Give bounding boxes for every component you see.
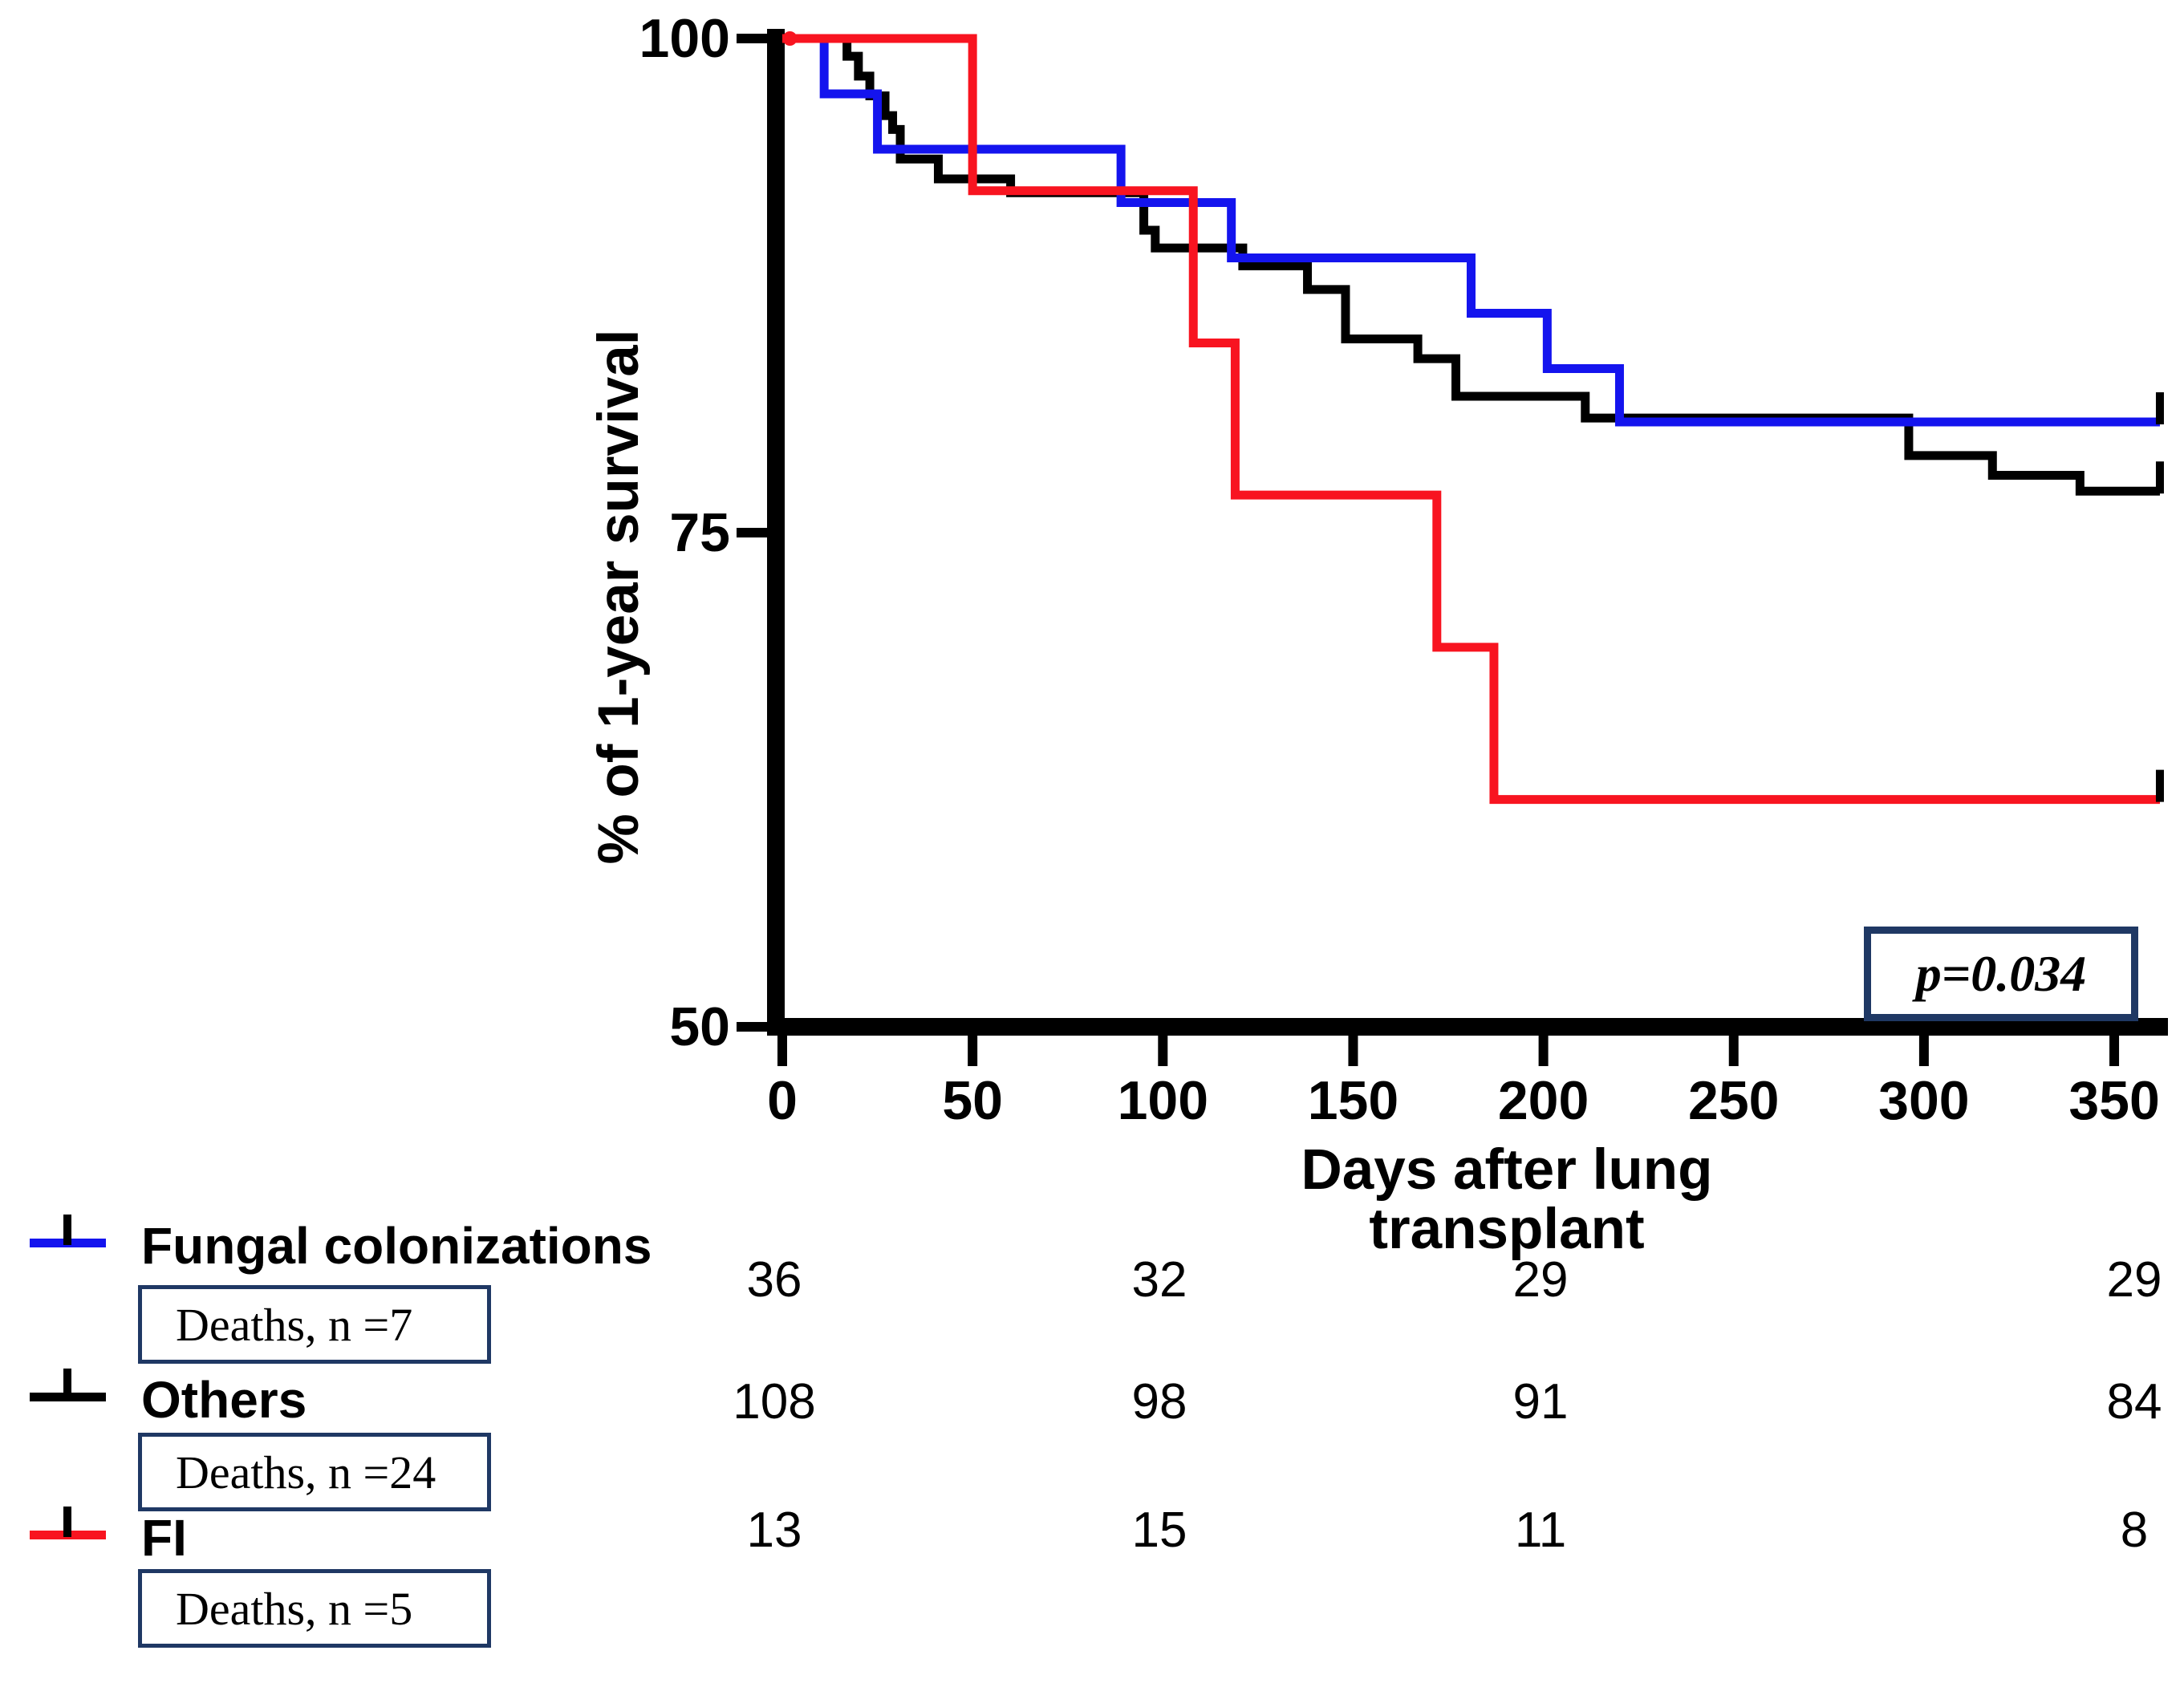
x-tick-label: 350 [2068,1070,2160,1131]
at-risk-value: 32 [1131,1252,1187,1308]
p-value-box: p=0.034 [1866,929,2136,1019]
y-tick [737,34,767,43]
at-risk-value: 13 [746,1503,802,1558]
x-tick-label: 300 [1878,1070,1970,1131]
censor-tick-icon [63,1507,71,1537]
y-tick [737,1022,767,1032]
deaths-label-others: Deaths, n =24 [176,1446,436,1498]
at-risk-value: 29 [1512,1252,1569,1308]
x-tick [2109,1036,2120,1066]
curve-end-tick-icon [2155,769,2164,802]
x-tick [968,1036,978,1066]
y-tick-label: 75 [669,502,730,563]
at-risk-value: 84 [2106,1374,2162,1430]
at-risk-value: 98 [1131,1374,1187,1430]
x-tick-label: 100 [1117,1070,1209,1131]
curve-end-tick-icon [2155,461,2164,494]
y-tick [737,528,767,537]
legend-label-fungal: Fungal colonizations [141,1217,652,1275]
legend-label-fi: FI [141,1509,187,1567]
censor-tick-icon [63,1215,71,1245]
y-tick-label: 100 [639,8,730,69]
at-risk-value: 108 [733,1374,816,1430]
x-tick-label: 0 [767,1070,798,1131]
at-risk-value: 11 [1514,1503,1567,1558]
curve-fungal-colonizations [782,34,2160,427]
curve-fi [782,34,2160,805]
x-tick-label: 250 [1688,1070,1780,1131]
at-risk-value: 91 [1512,1374,1569,1430]
y-axis-line [767,29,785,1036]
deaths-box-fi: Deaths, n =5 [138,1569,491,1648]
at-risk-value: 8 [2120,1503,2149,1558]
y-axis-title: % of 1-year survival [587,329,651,865]
x-tick [1918,1036,1929,1066]
at-risk-value: 36 [746,1252,802,1308]
x-tick [1538,1036,1549,1066]
red-curve-origin-dot [782,31,798,46]
x-tick [777,1036,787,1066]
censor-tick-icon [63,1369,71,1399]
p-value-text: p=0.034 [1915,945,2087,1002]
x-tick-label: 50 [942,1070,1003,1131]
y-tick-label: 50 [669,996,730,1057]
x-axis-line [767,1018,2168,1036]
legend-label-others: Others [141,1371,307,1429]
x-tick [1348,1036,1358,1066]
deaths-label-fi: Deaths, n =5 [176,1582,413,1635]
x-tick-label: 150 [1307,1070,1399,1131]
deaths-label-fungal: Deaths, n =7 [176,1298,413,1351]
x-tick [1728,1036,1739,1066]
x-tick [1158,1036,1168,1066]
deaths-box-fungal: Deaths, n =7 [138,1285,491,1364]
x-axis-title: Days after lung transplant [1301,1138,1713,1261]
x-tick-label: 200 [1497,1070,1589,1131]
curve-end-tick-icon [2155,392,2164,425]
at-risk-value: 29 [2106,1252,2162,1308]
at-risk-value: 15 [1131,1503,1187,1558]
deaths-box-others: Deaths, n =24 [138,1433,491,1511]
